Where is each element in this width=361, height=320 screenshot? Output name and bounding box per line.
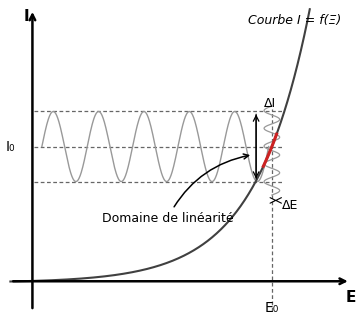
Text: E: E bbox=[345, 290, 356, 305]
Text: Domaine de linéarité: Domaine de linéarité bbox=[102, 154, 249, 225]
Text: E₀: E₀ bbox=[265, 301, 279, 316]
Text: ΔE: ΔE bbox=[282, 199, 298, 212]
Text: Courbe I = f(Ξ): Courbe I = f(Ξ) bbox=[248, 14, 341, 28]
Text: I₀: I₀ bbox=[6, 140, 15, 154]
Text: I: I bbox=[23, 9, 29, 24]
Text: ΔI: ΔI bbox=[264, 97, 276, 110]
